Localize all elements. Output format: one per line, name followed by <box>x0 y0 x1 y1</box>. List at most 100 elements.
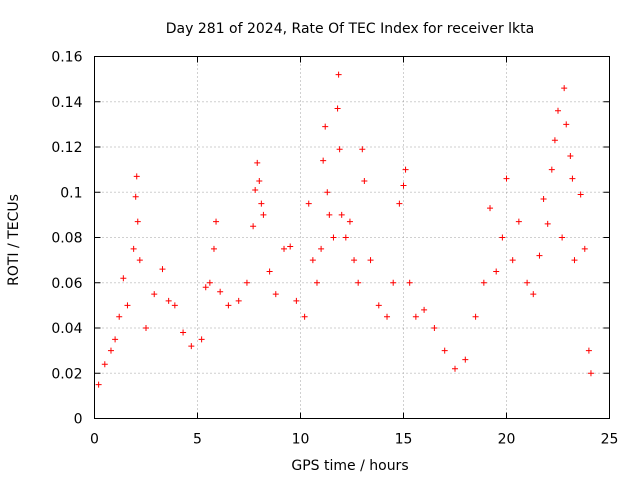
data-point <box>336 146 343 153</box>
data-point <box>107 347 114 354</box>
data-point <box>116 313 123 320</box>
data-point <box>462 356 469 363</box>
data-point <box>587 370 594 377</box>
data-point <box>441 347 448 354</box>
x-tick-label: 0 <box>90 432 99 448</box>
data-point <box>133 173 140 180</box>
data-point <box>563 121 570 128</box>
data-point <box>124 302 131 309</box>
data-point <box>225 302 232 309</box>
data-point <box>159 266 166 273</box>
data-point <box>254 159 261 166</box>
data-point <box>472 313 479 320</box>
data-point <box>400 182 407 189</box>
data-markers <box>95 71 594 388</box>
data-point <box>384 313 391 320</box>
data-point <box>346 218 353 225</box>
y-tick-label: 0.12 <box>51 140 82 156</box>
data-point <box>355 279 362 286</box>
data-point <box>493 268 500 275</box>
data-point <box>272 291 279 298</box>
y-tick-label: 0.14 <box>51 95 82 111</box>
y-tick-label: 0 <box>74 412 83 428</box>
data-point <box>499 234 506 241</box>
data-point <box>577 191 584 198</box>
data-point <box>171 302 178 309</box>
data-point <box>136 257 143 264</box>
data-point <box>431 325 438 331</box>
x-tick-label: 20 <box>498 432 516 448</box>
data-point <box>536 252 543 259</box>
data-point <box>235 297 242 304</box>
data-point <box>330 234 337 241</box>
data-point <box>581 245 588 252</box>
y-axis-label: ROTI / TECUs <box>6 194 22 286</box>
x-tick-label: 5 <box>193 432 202 448</box>
x-axis-label: GPS time / hours <box>291 458 408 474</box>
data-point <box>452 365 458 372</box>
data-point <box>313 279 320 286</box>
data-point <box>334 105 341 112</box>
x-tick-labels: 0 5 10 15 20 25 <box>90 432 618 448</box>
data-point <box>548 166 555 173</box>
data-point <box>544 220 551 227</box>
data-point <box>318 245 325 252</box>
data-point <box>95 381 102 388</box>
data-point <box>561 85 568 92</box>
data-point <box>120 275 127 282</box>
data-point <box>266 268 273 275</box>
data-point <box>101 361 108 368</box>
data-point <box>305 200 312 207</box>
data-point <box>260 211 267 218</box>
y-tick-label: 0.16 <box>51 50 82 66</box>
data-point <box>390 279 397 286</box>
data-point <box>406 279 413 286</box>
data-point <box>515 218 522 225</box>
data-point <box>335 71 342 78</box>
data-point <box>132 193 139 200</box>
axis-ticks <box>94 56 610 419</box>
data-point <box>569 175 576 182</box>
data-point <box>202 284 209 291</box>
data-point <box>180 329 187 336</box>
data-point <box>252 186 259 193</box>
data-point <box>258 200 265 207</box>
data-point <box>217 288 224 295</box>
y-tick-label: 0.06 <box>51 276 82 292</box>
data-point <box>412 313 419 320</box>
data-point <box>324 189 331 196</box>
data-point <box>480 279 487 286</box>
x-tick-label: 25 <box>601 432 619 448</box>
data-point <box>540 196 547 203</box>
data-point <box>250 223 257 230</box>
data-point <box>151 291 158 298</box>
y-tick-label: 0.02 <box>51 366 82 382</box>
data-point <box>134 218 141 225</box>
data-point <box>342 234 349 241</box>
data-point <box>375 302 382 309</box>
grid-lines <box>94 56 610 419</box>
data-point <box>402 166 409 173</box>
data-point <box>567 153 574 160</box>
data-point <box>301 313 308 320</box>
data-point <box>487 205 494 212</box>
data-point <box>551 137 558 144</box>
data-point <box>309 257 316 264</box>
plot-frame <box>94 56 610 419</box>
data-point <box>361 177 368 184</box>
data-point <box>571 257 578 264</box>
y-tick-label: 0.04 <box>51 321 82 337</box>
data-point <box>293 297 300 304</box>
data-point <box>322 123 329 130</box>
data-point <box>198 336 205 343</box>
data-point <box>188 343 195 350</box>
data-point <box>287 243 294 250</box>
data-point <box>396 200 403 207</box>
data-point <box>338 211 345 218</box>
y-tick-labels: 0 0.02 0.04 0.06 0.08 0.1 0.12 0.14 0.16 <box>51 50 82 428</box>
data-point <box>585 347 592 354</box>
data-point <box>130 245 137 252</box>
y-tick-label: 0.1 <box>60 185 82 201</box>
data-point <box>359 146 366 153</box>
